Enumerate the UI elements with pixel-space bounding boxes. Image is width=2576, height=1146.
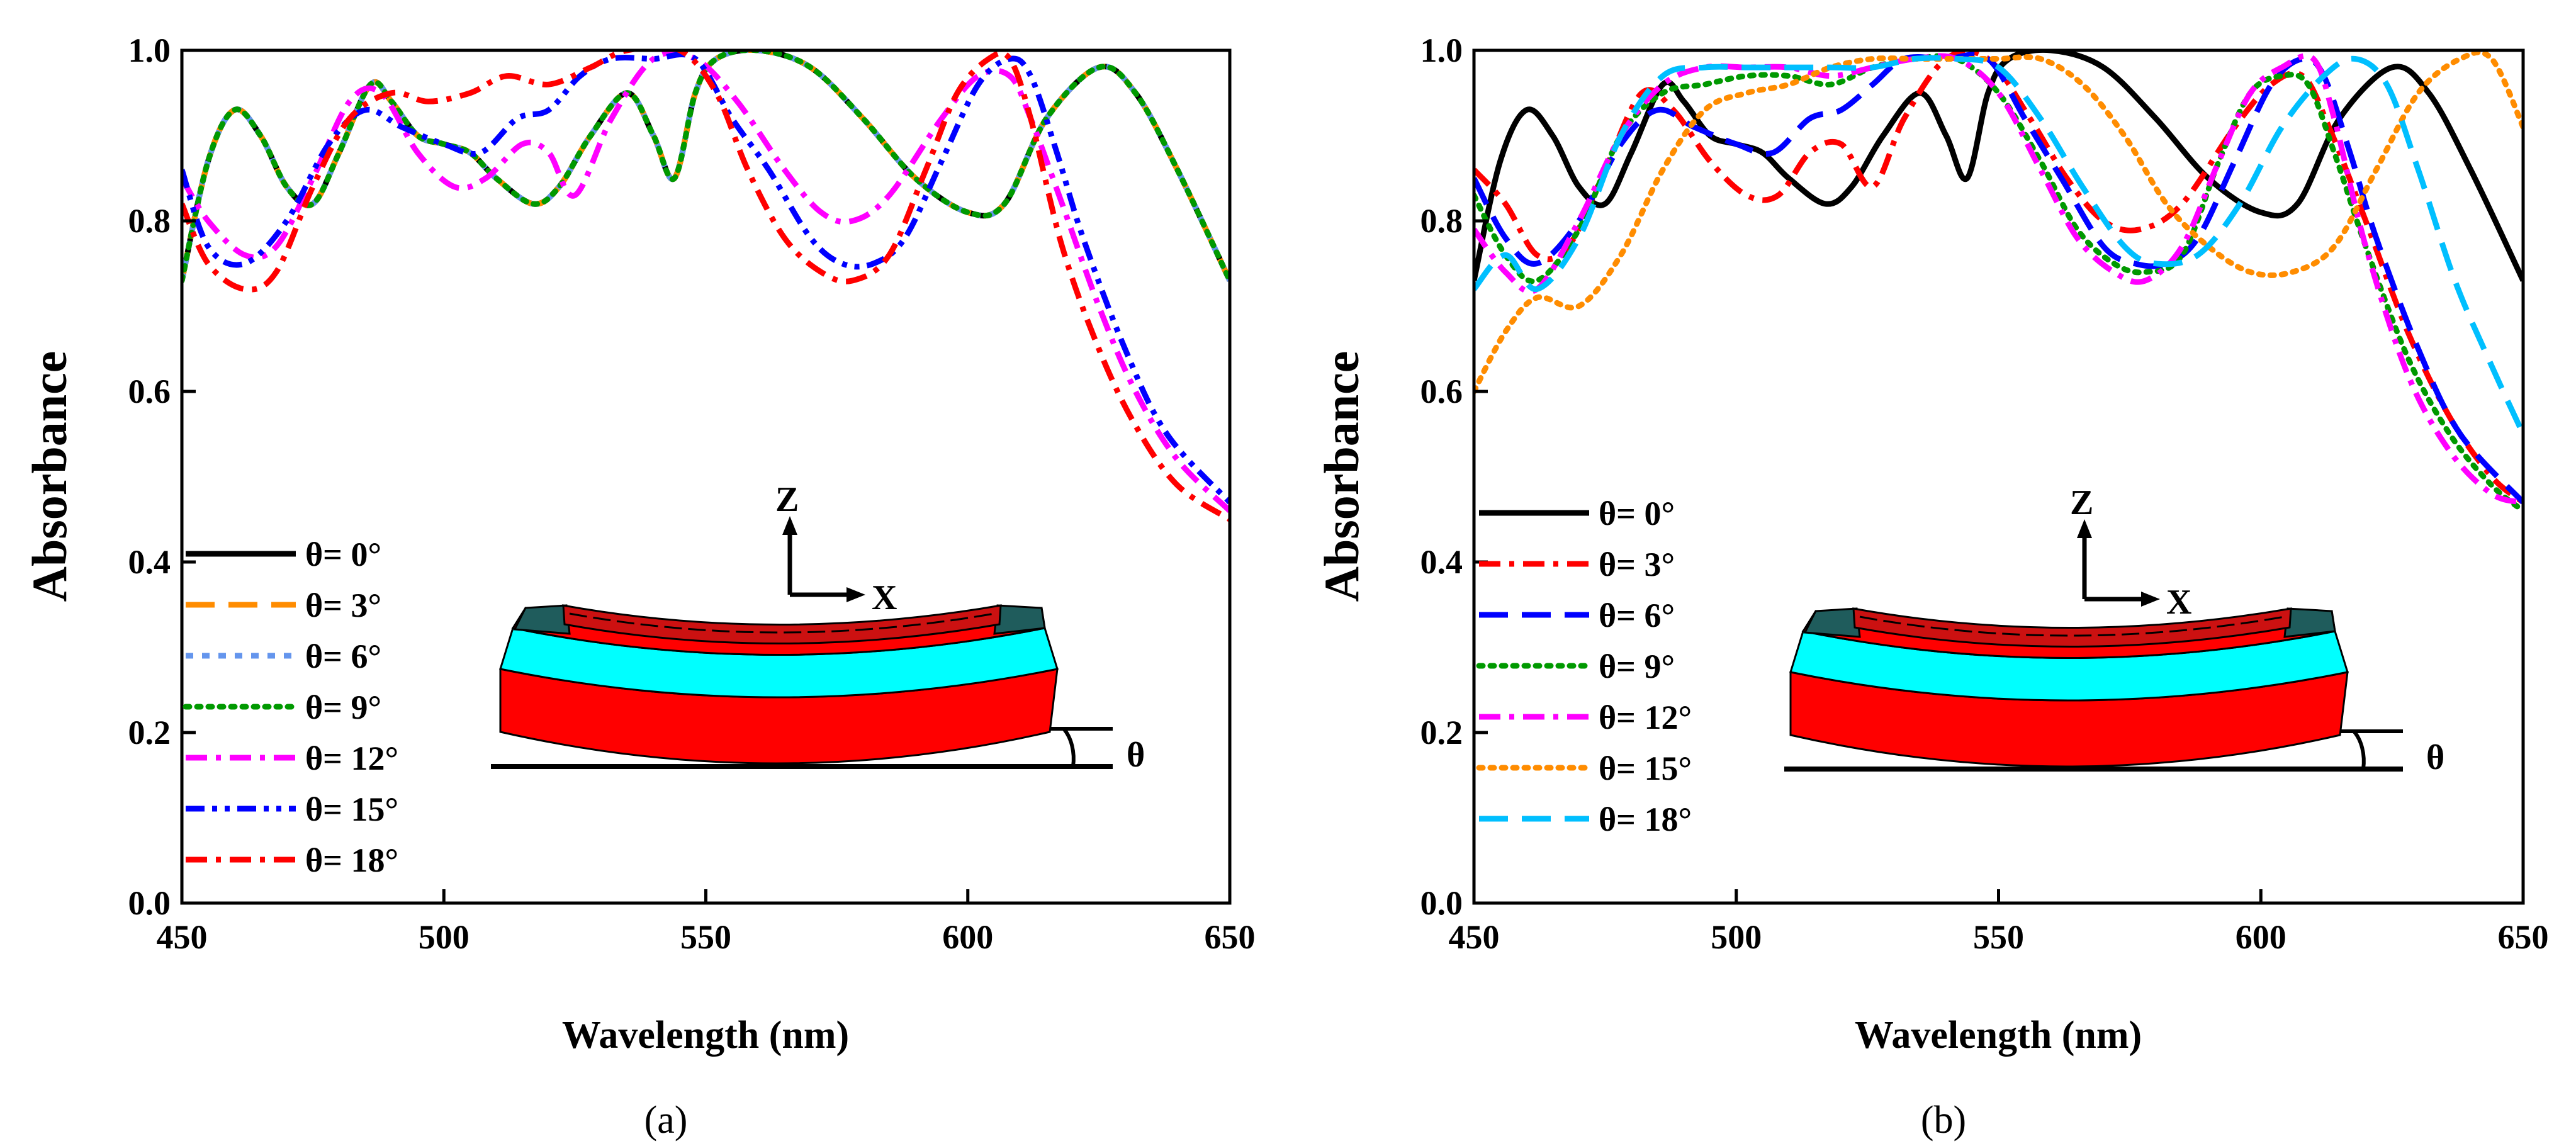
ticks-layer: 450 500 550 600 650 0.0 0.2 0.4 0.6 0.8 1.0 [128, 31, 1256, 956]
x-tick-label: 600 [942, 918, 993, 956]
panel-label-b: (b) [1921, 1099, 1966, 1142]
legend-label-4: θ= 12° [305, 739, 398, 777]
x-arrow-head [2141, 592, 2160, 607]
right-cap-block [2283, 607, 2336, 638]
y-tick-label: 0.0 [128, 884, 171, 922]
y-tick-label: 0.8 [1420, 202, 1463, 240]
y-tick-label: 0.2 [1420, 714, 1463, 751]
grating-stripes [569, 612, 995, 634]
legend-label-1: θ= 3° [305, 587, 381, 624]
angle-arc [2352, 730, 2366, 770]
grating-layer [562, 604, 1002, 644]
legend-label-6: θ= 18° [305, 841, 398, 879]
y-axis-title: Absorbance [22, 351, 77, 602]
series-line-0 [1474, 50, 2523, 282]
legend-label-2: θ= 6° [305, 638, 381, 675]
x-tick-label: 450 [1449, 918, 1500, 956]
legend-label-3: θ= 9° [1599, 648, 1675, 685]
left-cap-block [513, 604, 571, 635]
y-tick-label: 0.4 [1420, 543, 1463, 581]
legend-label-1: θ= 3° [1599, 546, 1675, 583]
y-tick-label: 0.6 [128, 373, 171, 410]
x-tick-label: 650 [2498, 918, 2549, 956]
x-axis-title: Wavelength (nm) [1855, 1014, 2142, 1057]
grating-layer [1852, 607, 2292, 648]
angle-label: θ [1127, 736, 1145, 775]
legend-label-3: θ= 9° [305, 688, 381, 726]
series-line-6 [1474, 55, 2523, 435]
x-tick-label: 600 [2236, 918, 2286, 956]
legend-label-5: θ= 15° [305, 790, 398, 828]
z-axis-label: Z [2070, 483, 2093, 522]
y-tick-label: 0.0 [1420, 884, 1463, 922]
series-line-3 [182, 50, 1230, 284]
inset-schematic: Z X θ [491, 480, 1145, 775]
grating-stripes [1859, 615, 2285, 637]
series-line-2 [1474, 51, 2523, 505]
series-line-4 [1474, 53, 2523, 505]
y-tick-label: 1.0 [1420, 31, 1463, 69]
z-arrow-head [2077, 519, 2092, 538]
legend-label-0: θ= 0° [1599, 495, 1675, 532]
legend-label-2: θ= 6° [1599, 597, 1675, 634]
y-tick-label: 0.4 [128, 543, 171, 581]
x-axis-label: X [872, 578, 897, 617]
legend-label-6: θ= 18° [1599, 801, 1692, 838]
legend: θ= 0° θ= 3° θ= 6° θ= 9° θ= 12° θ= 15° θ= 18° [183, 536, 398, 879]
z-arrow-head [782, 516, 797, 535]
series-line-6 [182, 50, 1230, 522]
x-tick-label: 500 [1711, 918, 1762, 956]
x-tick-label: 500 [419, 918, 470, 956]
series-line-5 [1474, 50, 2523, 395]
y-axis-title: Absorbance [1314, 351, 1369, 602]
legend-label-5: θ= 15° [1599, 750, 1692, 787]
x-arrow-head [846, 587, 865, 602]
angle-label: θ [2426, 738, 2444, 777]
x-tick-label: 550 [1973, 918, 2024, 956]
y-tick-label: 0.2 [128, 714, 171, 751]
x-tick-label: 550 [680, 918, 731, 956]
x-axis-label: X [2166, 583, 2191, 622]
right-cap-block [993, 604, 1046, 635]
panel-label-a: (a) [644, 1099, 688, 1142]
series-layer [1474, 50, 2523, 514]
ticks-layer: 450 500 550 600 650 0.0 0.2 0.4 0.6 0.8 1.0 [1420, 31, 2549, 956]
y-tick-label: 1.0 [128, 31, 171, 69]
chart-panel-b: Z X θ 450 500 550 600 6500.00.20.40.60.81.0 … [1314, 31, 2549, 1142]
legend: θ= 0° θ= 3° θ= 6° θ= 9° θ= 12° θ= 15° θ= 18° [1476, 495, 1692, 838]
angle-arc [1062, 727, 1076, 767]
legend-label-4: θ= 12° [1599, 699, 1692, 736]
x-tick-label: 450 [157, 918, 208, 956]
x-axis-title: Wavelength (nm) [562, 1014, 849, 1057]
chart-panel-a: Z X θ 450 500 550 600 6500.00.20.40.60.81.0 … [22, 31, 1256, 1142]
inset-schematic: Z X θ [1784, 483, 2444, 777]
legend-label-0: θ= 0° [305, 536, 381, 573]
series-layer [182, 50, 1230, 522]
y-tick-label: 0.8 [128, 202, 171, 240]
left-cap-block [1803, 607, 1861, 638]
y-tick-label: 0.6 [1420, 373, 1463, 410]
z-axis-label: Z [775, 480, 799, 519]
x-tick-label: 650 [1205, 918, 1256, 956]
